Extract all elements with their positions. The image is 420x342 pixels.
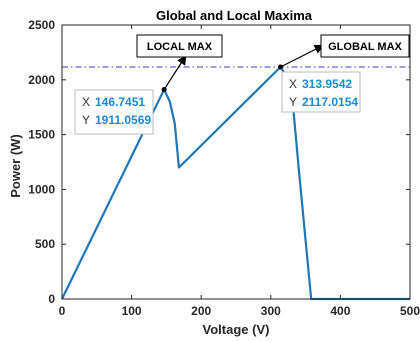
x-tick-label: 100 [122,304,142,318]
datatip-key: Y [289,95,297,109]
x-tick-label: 500 [400,304,420,318]
annotation-arrow [163,54,187,90]
y-tick-label: 0 [48,292,55,306]
x-axis-title: Voltage (V) [203,322,270,337]
datatip-key: X [289,77,297,91]
annotation-label: LOCAL MAX [147,41,213,53]
y-tick-label: 1000 [28,182,55,196]
y-axis-title: Power (W) [8,134,23,198]
y-tick-label: 2500 [28,18,55,32]
datatip-value: 1911.0569 [95,113,151,127]
annotation-arrow [280,44,325,68]
y-tick-label: 1500 [28,128,55,142]
datatip-value: 146.7451 [95,95,145,109]
datatip-key: Y [82,113,90,127]
datatip-value: 313.9542 [302,77,352,91]
datatip-value: 2117.0154 [302,95,358,109]
chart-title: Global and Local Maxima [156,8,313,23]
annotation-box [136,34,223,58]
annotation-local-max: LOCAL MAX X 146.7451 Y 1911.0569 [74,34,223,135]
x-tick-label: 400 [330,304,350,318]
annotation-global-max: GLOBAL MAX X 313.9542 Y 2117.0154 [278,34,410,113]
annotation-box [320,34,410,58]
datatip-box [74,89,154,135]
y-tick-label: 500 [35,237,55,251]
x-tick-label: 200 [191,304,211,318]
x-tick-label: 300 [261,304,281,318]
x-tick-label: 0 [59,304,66,318]
plot-frame [61,24,411,300]
y-tick-label: 2000 [28,73,55,87]
datatip-marker [278,64,284,70]
datatip-marker [161,87,167,93]
annotation-label: GLOBAL MAX [328,41,402,53]
datatip-key: X [82,95,90,109]
datatip-box [281,71,361,113]
